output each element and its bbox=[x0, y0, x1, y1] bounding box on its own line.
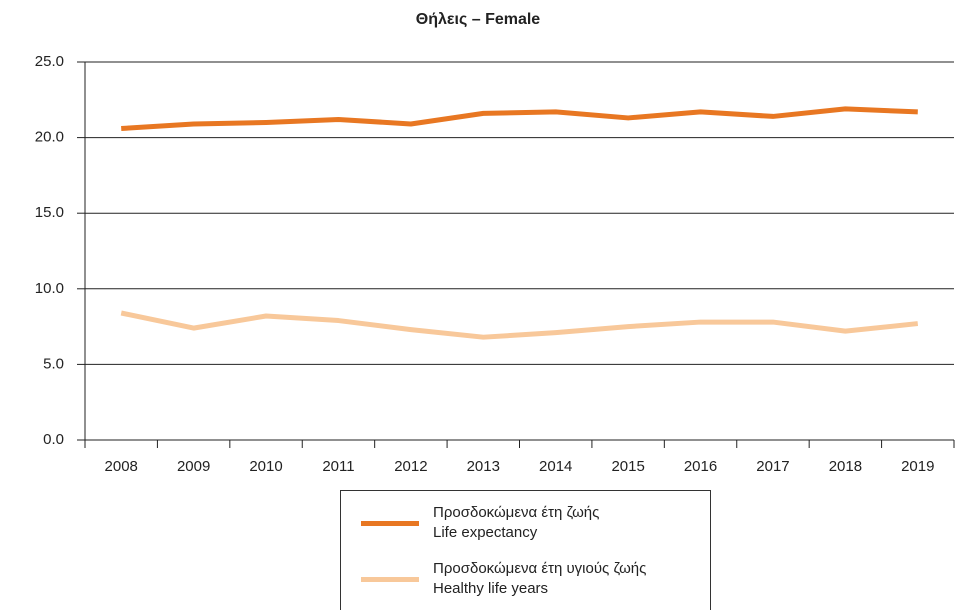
x-tick-label: 2017 bbox=[756, 458, 789, 475]
x-tick-label: 2012 bbox=[394, 458, 427, 475]
legend-label: Προσδοκώμενα έτη ζωής Life expectancy bbox=[433, 504, 600, 541]
legend-label: Προσδοκώμενα έτη υγιούς ζωής Healthy lif… bbox=[433, 560, 647, 597]
legend-item: Προσδοκώμενα έτη υγιούς ζωής Healthy lif… bbox=[361, 559, 646, 599]
x-tick-label: 2019 bbox=[901, 458, 934, 475]
x-tick-label: 2009 bbox=[177, 458, 210, 475]
legend-swatch bbox=[361, 576, 419, 582]
legend: Προσδοκώμενα έτη ζωής Life expectancy Προ… bbox=[340, 490, 711, 610]
chart-title: Θήλεις – Female bbox=[416, 11, 541, 28]
x-tick-label: 2013 bbox=[467, 458, 500, 475]
y-tick-label: 20.0 bbox=[35, 129, 64, 146]
x-tick-label: 2011 bbox=[322, 458, 354, 475]
y-tick-label: 15.0 bbox=[35, 204, 64, 221]
x-tick-label: 2018 bbox=[829, 458, 862, 475]
x-tick-label: 2016 bbox=[684, 458, 717, 475]
x-tick-label: 2014 bbox=[539, 458, 572, 475]
y-tick-label: 0.0 bbox=[43, 431, 64, 448]
y-tick-label: 5.0 bbox=[43, 355, 64, 372]
x-tick-label: 2015 bbox=[611, 458, 644, 475]
series-line bbox=[121, 106, 918, 132]
x-tick-label: 2008 bbox=[105, 458, 138, 475]
x-tick-label: 2010 bbox=[249, 458, 282, 475]
legend-item: Προσδοκώμενα έτη ζωής Life expectancy bbox=[361, 503, 599, 543]
y-tick-label: 25.0 bbox=[35, 53, 64, 70]
y-tick-label: 10.0 bbox=[35, 280, 64, 297]
legend-swatch bbox=[361, 520, 419, 526]
series-line bbox=[120, 310, 919, 340]
